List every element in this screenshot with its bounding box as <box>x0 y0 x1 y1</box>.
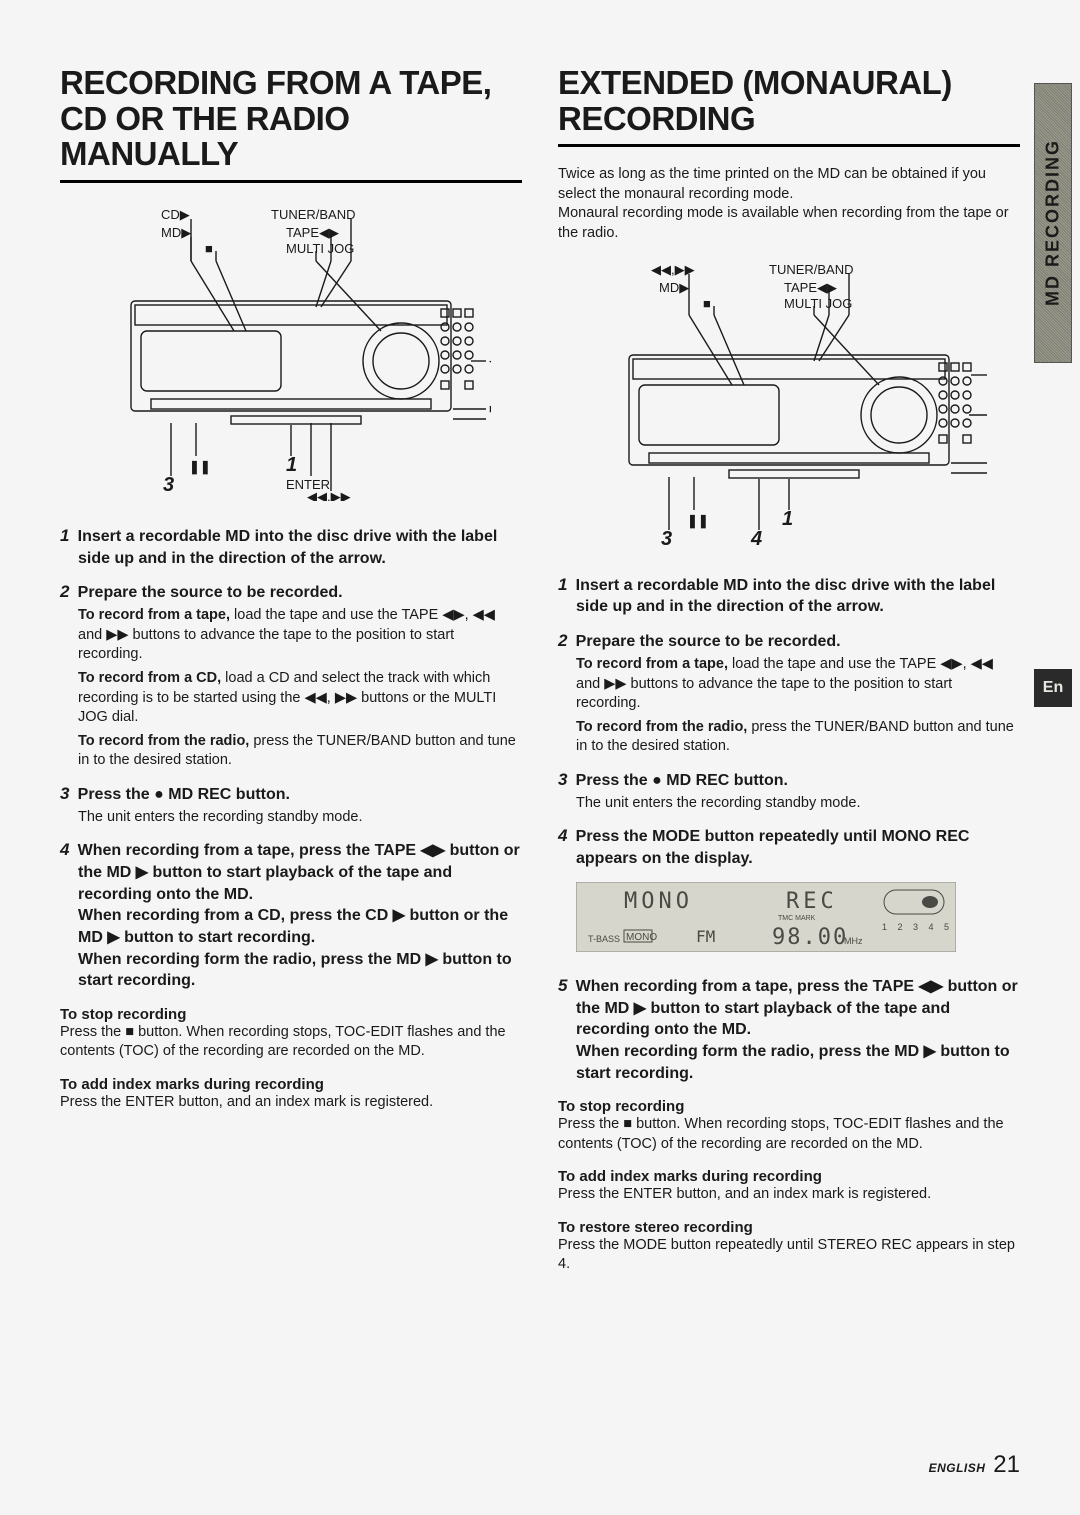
svg-text:98.00: 98.00 <box>772 925 848 950</box>
left-steps: 1 Insert a recordable MD into the disc d… <box>60 525 522 992</box>
svg-text:MULTI JOG: MULTI JOG <box>286 241 354 256</box>
r-step-3-num: 3 <box>558 770 567 789</box>
svg-text:❚❚: ❚❚ <box>489 413 491 429</box>
index-heading-left: To add index marks during recording <box>60 1076 522 1093</box>
svg-text:MD▶: MD▶ <box>659 280 689 295</box>
lcd-display: MONO REC T-BASS MONO FM 98.00 MHz TMC MA… <box>576 882 1020 957</box>
restore-heading: To restore stereo recording <box>558 1219 1020 1236</box>
device-diagram-left: CD▶ MD▶ ■ TUNER/BAND TAPE◀▶ MULTI JOG ◀◀… <box>91 201 491 501</box>
r-step-2-body: To record from a tape, load the tape and… <box>576 655 1020 757</box>
step-2-head: Prepare the source to be recorded. <box>78 584 343 601</box>
stop-text-right: Press the ■ button. When recording stops… <box>558 1115 1020 1154</box>
svg-text:TUNER/BAND: TUNER/BAND <box>769 262 854 277</box>
r-step-2-head: Prepare the source to be recorded. <box>576 633 841 650</box>
svg-text:CD▶: CD▶ <box>161 207 190 222</box>
svg-text:MD▶: MD▶ <box>161 225 191 240</box>
svg-text:❚❚: ❚❚ <box>687 513 709 529</box>
footer-language: ENGLISH <box>929 1461 986 1475</box>
left-title: RECORDING FROM A TAPE, CD OR THE RADIO M… <box>60 65 522 183</box>
stop-heading-left: To stop recording <box>60 1006 522 1023</box>
svg-text:◀◀,▶▶: ◀◀,▶▶ <box>307 489 351 501</box>
right-diagram: ◀◀,▶▶ MD▶ ■ TUNER/BAND TAPE◀▶ MULTI JOG … <box>558 260 1020 550</box>
right-intro: Twice as long as the time printed on the… <box>558 165 1020 243</box>
svg-text:1: 1 <box>286 454 297 476</box>
svg-text:MHz: MHz <box>844 936 863 946</box>
r-step-2-num: 2 <box>558 631 567 650</box>
svg-text:MONO: MONO <box>624 889 693 914</box>
step-1-num: 1 <box>60 526 69 545</box>
svg-text:T-BASS: T-BASS <box>588 934 620 944</box>
svg-text:■: ■ <box>205 241 213 256</box>
svg-text:MONO: MONO <box>626 932 657 943</box>
step-4-num: 4 <box>60 840 69 859</box>
left-column: RECORDING FROM A TAPE, CD OR THE RADIO M… <box>60 65 522 1279</box>
svg-text:◀◀,▶▶: ◀◀,▶▶ <box>489 353 491 368</box>
step-2-num: 2 <box>60 582 69 601</box>
svg-text:◀◀,▶▶: ◀◀,▶▶ <box>651 262 695 277</box>
svg-text:TAPE◀▶: TAPE◀▶ <box>784 280 837 295</box>
r-step-3-head: Press the ● MD REC button. <box>576 772 788 789</box>
svg-text:FM: FM <box>696 927 715 946</box>
svg-text:1: 1 <box>782 508 793 530</box>
device-diagram-right: ◀◀,▶▶ MD▶ ■ TUNER/BAND TAPE◀▶ MULTI JOG … <box>589 260 989 550</box>
r-step-1-head: Insert a recordable MD into the disc dri… <box>576 577 996 616</box>
step-4-head: When recording from a tape, press the TA… <box>78 842 520 989</box>
side-tab: MD RECORDING <box>1034 83 1072 363</box>
step-2-body: To record from a tape, load the tape and… <box>78 606 522 771</box>
right-steps: 1 Insert a recordable MD into the disc d… <box>558 574 1020 870</box>
index-text-left: Press the ENTER button, and an index mar… <box>60 1093 522 1113</box>
stop-heading-right: To stop recording <box>558 1098 1020 1115</box>
page-footer: ENGLISH 21 <box>929 1451 1020 1479</box>
step-1-head: Insert a recordable MD into the disc dri… <box>78 528 498 567</box>
svg-text:MULTI JOG: MULTI JOG <box>784 296 852 311</box>
step-3-num: 3 <box>60 784 69 803</box>
language-badge: En <box>1034 669 1072 707</box>
r-step-3-body: The unit enters the recording standby mo… <box>576 794 1020 814</box>
step-3-head: Press the ● MD REC button. <box>78 786 290 803</box>
left-diagram: CD▶ MD▶ ■ TUNER/BAND TAPE◀▶ MULTI JOG ◀◀… <box>60 201 522 501</box>
stop-text-left: Press the ■ button. When recording stops… <box>60 1023 522 1062</box>
r-step-5-head: When recording from a tape, press the TA… <box>576 978 1018 1082</box>
right-title: EXTENDED (MONAURAL) RECORDING <box>558 65 1020 147</box>
r-step-4-num: 4 <box>558 826 567 845</box>
step-3-body: The unit enters the recording standby mo… <box>78 808 522 828</box>
footer-page-number: 21 <box>993 1451 1020 1478</box>
right-column: MD RECORDING En EXTENDED (MONAURAL) RECO… <box>558 65 1020 1279</box>
r-step-5-num: 5 <box>558 976 567 995</box>
svg-text:TUNER/BAND: TUNER/BAND <box>271 207 356 222</box>
svg-text:TAPE◀▶: TAPE◀▶ <box>286 225 339 240</box>
index-heading-right: To add index marks during recording <box>558 1168 1020 1185</box>
svg-text:REC: REC <box>786 889 838 914</box>
r-step-1-num: 1 <box>558 575 567 594</box>
svg-text:■: ■ <box>703 296 711 311</box>
restore-text: Press the MODE button repeatedly until S… <box>558 1236 1020 1275</box>
r-step-4-head: Press the MODE button repeatedly until M… <box>576 828 970 867</box>
svg-text:1 2 3 4 5: 1 2 3 4 5 <box>882 922 953 932</box>
svg-text:3: 3 <box>163 474 174 496</box>
svg-text:3: 3 <box>661 528 672 550</box>
index-text-right: Press the ENTER button, and an index mar… <box>558 1185 1020 1205</box>
svg-text:TMC MARK: TMC MARK <box>778 915 816 922</box>
svg-text:❚❚: ❚❚ <box>189 459 211 475</box>
svg-text:4: 4 <box>750 528 762 550</box>
